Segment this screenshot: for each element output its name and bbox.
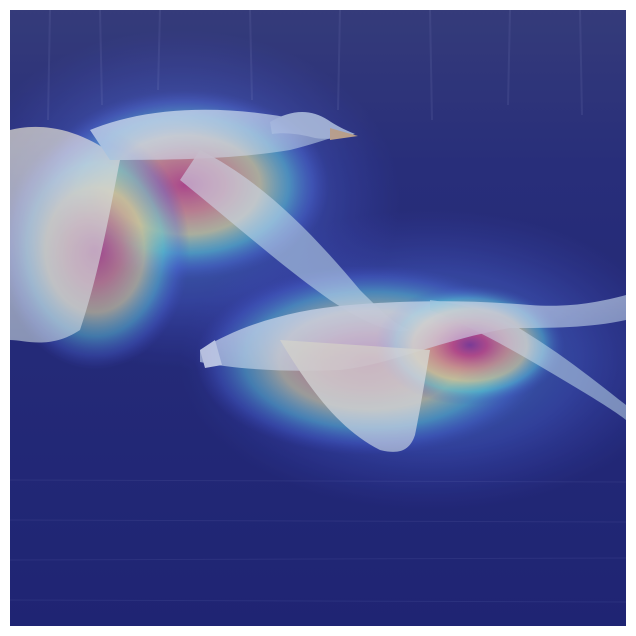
heatmap-image-frame [10,10,626,626]
blue-tint [10,10,626,626]
heatmap-overlay [10,30,626,510]
heatmap-overlay-image [10,10,626,626]
